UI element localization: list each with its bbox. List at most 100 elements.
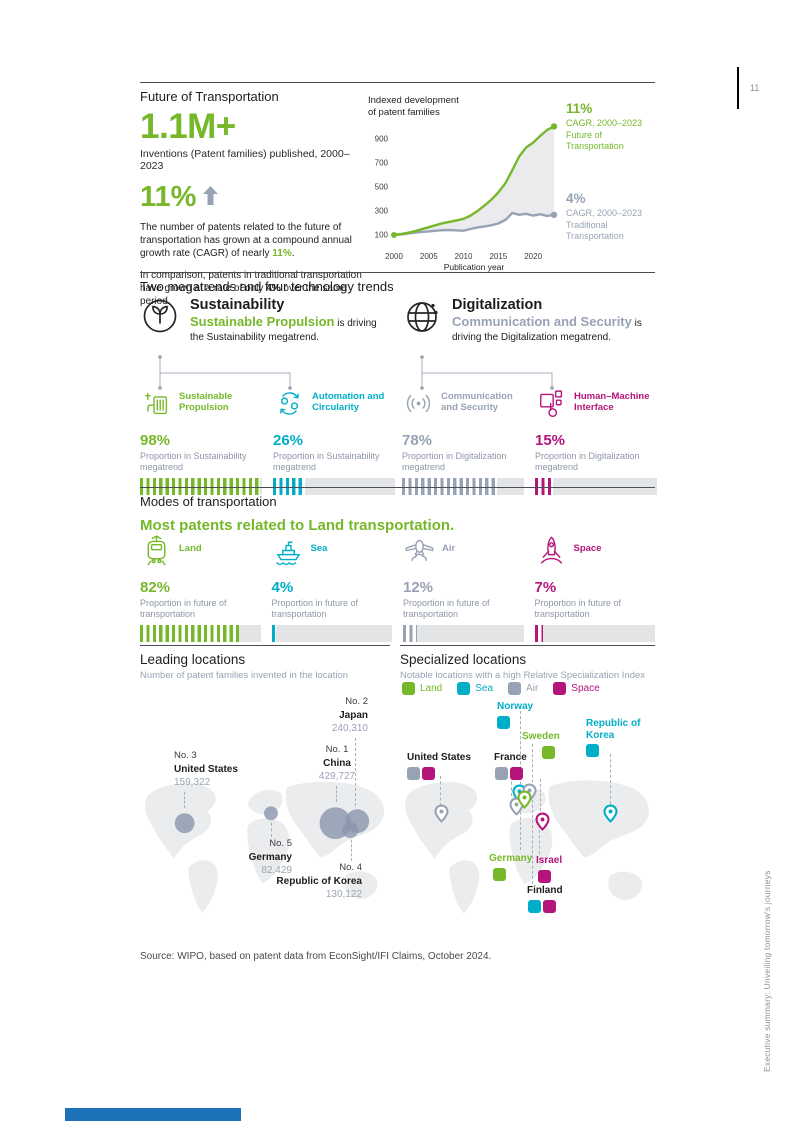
megatrend-sustainability: Sustainability Sustainable Propulsion is … bbox=[140, 297, 395, 495]
trend-label: Air bbox=[442, 543, 456, 554]
location-name: France bbox=[494, 752, 527, 763]
location-value: 159,322 bbox=[174, 777, 211, 789]
mode-land: Land 82% Proportion in future of transport… bbox=[140, 534, 261, 642]
annotation-traditional: 4% CAGR, 2000–2023 Traditional Transport… bbox=[566, 191, 643, 242]
leading-title: Leading locations bbox=[140, 652, 246, 667]
megatrend-sentence: Communication and Security is driving th… bbox=[452, 314, 642, 343]
leading-location-republic-of-korea: No. 4 Republic of Korea 130,122 bbox=[242, 862, 362, 902]
globe-icon bbox=[402, 297, 442, 342]
modes-headline: Most patents related to Land transportat… bbox=[140, 517, 455, 534]
trend-share-desc: Proportion in future of transportation bbox=[271, 598, 359, 620]
side-vertical-text: Executive summary: Unveiling tomorrow's … bbox=[762, 870, 772, 1072]
source-note: Source: WIPO, based on patent data from … bbox=[140, 951, 492, 962]
category-swatch-space bbox=[543, 899, 556, 913]
specialized-legend: Land Sea Air Space bbox=[402, 682, 600, 695]
plant-icon bbox=[140, 297, 180, 342]
trend-human-machine-interface: Human–Machine Interface 15% Proportion in … bbox=[535, 387, 657, 495]
location-value: 82,429 bbox=[261, 865, 292, 877]
trend-share-desc: Proportion in Sustainability megatrend bbox=[273, 451, 380, 473]
legend-swatch bbox=[553, 682, 567, 695]
legend-swatch bbox=[402, 682, 415, 695]
leading-subtitle: Number of patent families invented in th… bbox=[140, 670, 349, 681]
section-future-of-transportation: Future of Transportation 1.1M+ Invention… bbox=[140, 82, 655, 307]
rocket-icon bbox=[535, 534, 568, 572]
leading-location-china: No. 1 China 429,727 bbox=[300, 744, 374, 784]
svg-text:300: 300 bbox=[375, 207, 389, 216]
section-title: Future of Transportation bbox=[140, 89, 279, 104]
legend-label: Air bbox=[526, 683, 539, 694]
trend-share: 4% bbox=[271, 579, 294, 596]
patent-chart-svg: 100 300 500 700 900 2000 2005 2010 2015 2020 Publi… bbox=[375, 123, 558, 272]
category-swatch-land bbox=[493, 867, 506, 881]
hero-stats: 1.1M+ Inventions (Patent families) publi… bbox=[140, 109, 372, 308]
location-value: 240,310 bbox=[331, 723, 368, 735]
ship-icon bbox=[272, 534, 305, 572]
specialized-location-finland: Finland bbox=[527, 885, 563, 913]
leader-line bbox=[539, 830, 540, 854]
legend-swatch bbox=[457, 682, 471, 695]
signal-icon bbox=[402, 387, 435, 425]
map-pin-gray bbox=[434, 804, 449, 828]
legend-sea: Sea bbox=[457, 682, 493, 695]
modes-title: Modes of transportation bbox=[140, 494, 277, 509]
location-value: 130,122 bbox=[325, 889, 362, 901]
specialized-location-republic-of-korea: Republic of Korea bbox=[586, 718, 650, 757]
specialized-world-map bbox=[400, 768, 655, 938]
legend-space: Space bbox=[553, 682, 600, 695]
hero-paragraph-1: The number of patents related to the fut… bbox=[140, 222, 352, 259]
trend-share-desc: Proportion in future of transportation bbox=[140, 598, 227, 620]
legend-swatch bbox=[508, 682, 522, 695]
trend-share: 98% bbox=[140, 432, 171, 449]
specialized-location-sweden: Sweden bbox=[522, 731, 560, 759]
trend-share-bar bbox=[402, 477, 524, 495]
trend-communication-and-security: Communication and Security 78% Proportion … bbox=[402, 387, 524, 495]
location-value: 429,727 bbox=[318, 771, 356, 783]
hmi-icon bbox=[535, 387, 568, 425]
leader-line bbox=[540, 779, 541, 811]
trend-header: Communication and Security bbox=[402, 387, 524, 425]
map-pin-cyan bbox=[603, 804, 618, 828]
specialized-location-germany: Germany bbox=[489, 853, 532, 881]
megatrend-name: Digitalization bbox=[452, 297, 543, 313]
leading-location-united-states: No. 3 United States 159,322 bbox=[174, 750, 264, 790]
trend-share: 7% bbox=[534, 579, 557, 596]
corner-tick bbox=[737, 67, 739, 109]
modes-row: Land 82% Proportion in future of transport… bbox=[140, 534, 655, 642]
svg-text:2015: 2015 bbox=[489, 252, 507, 261]
location-rank: No. 4 bbox=[339, 862, 362, 873]
legend-label: Sea bbox=[475, 683, 494, 694]
svg-text:500: 500 bbox=[375, 183, 389, 192]
location-rank: No. 3 bbox=[174, 750, 197, 761]
trend-share-bar bbox=[534, 624, 655, 642]
trend-header: Land bbox=[140, 534, 261, 572]
footer-accent-bar bbox=[65, 1108, 241, 1121]
location-name: Norway bbox=[497, 701, 534, 712]
section-modes: Modes of transportation Most patents rel… bbox=[140, 487, 655, 646]
leading-location-japan: No. 2 Japan 240,310 bbox=[288, 696, 368, 736]
category-swatch-land bbox=[542, 745, 555, 759]
section-specialized-locations: Specialized locations Notable locations … bbox=[400, 645, 655, 946]
trend-sustainable-propulsion: Sustainable Propulsion 98% Proportion in S… bbox=[140, 387, 262, 495]
leader-line bbox=[351, 835, 352, 861]
mode-space: Space 7% Proportion in future of transport… bbox=[534, 534, 655, 642]
trend-share-desc: Proportion in Digitalization megatrend bbox=[535, 451, 640, 473]
location-rank: No. 5 bbox=[269, 838, 292, 849]
trend-share-desc: Proportion in Digitalization megatrend bbox=[402, 451, 507, 473]
specialized-location-united-states: United States bbox=[407, 752, 471, 780]
trend-share-desc: Proportion in Sustainability megatrend bbox=[140, 451, 247, 473]
specialized-location-norway: Norway bbox=[497, 701, 533, 729]
category-swatch-air bbox=[495, 766, 508, 780]
mode-air: Air 12% Proportion in future of transporta… bbox=[403, 534, 524, 642]
category-swatch-sea bbox=[586, 744, 599, 757]
train-icon bbox=[140, 534, 173, 572]
plane-icon bbox=[403, 534, 436, 572]
svg-text:900: 900 bbox=[375, 135, 389, 144]
specialized-location-france: France bbox=[494, 752, 527, 780]
section-leading-locations: Leading locations Number of patent famil… bbox=[140, 645, 390, 946]
specialized-title: Specialized locations bbox=[400, 652, 527, 667]
location-rank: No. 1 bbox=[325, 744, 349, 755]
trend-share-desc: Proportion in future of transportation bbox=[534, 598, 622, 620]
trend-label: Communication and Security bbox=[441, 391, 513, 414]
svg-text:2010: 2010 bbox=[455, 252, 473, 261]
trend-header: Sea bbox=[272, 534, 393, 572]
